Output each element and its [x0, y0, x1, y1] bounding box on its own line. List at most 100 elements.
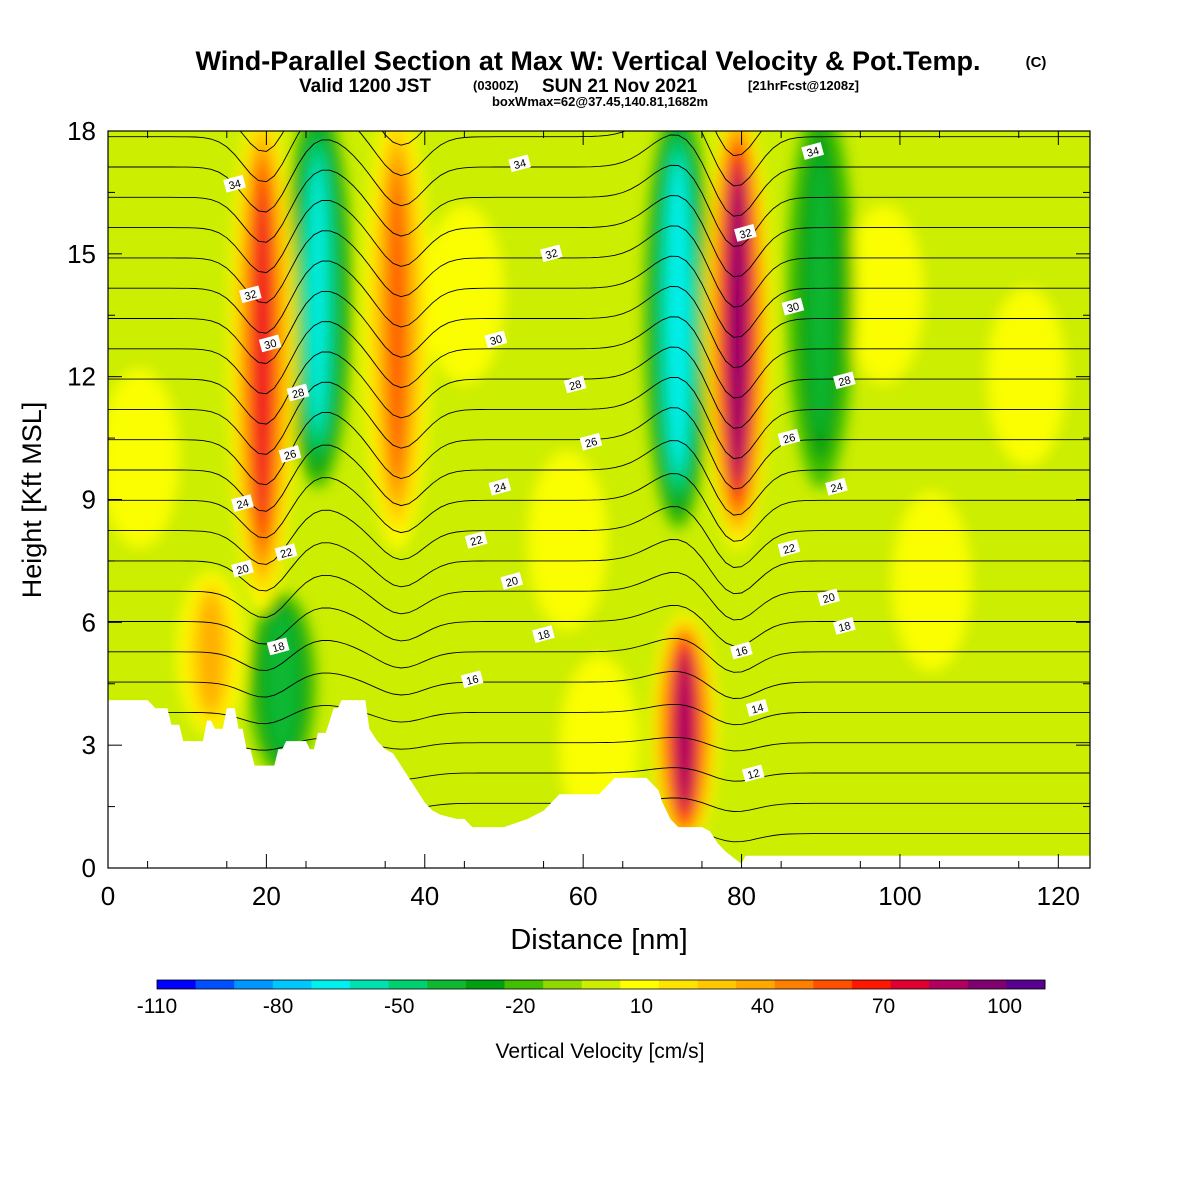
- theta-contour-26: [108, 346, 1090, 429]
- y-tick-label-15: 15: [67, 239, 96, 269]
- contour-label-12: 30: [484, 330, 508, 349]
- contour-label-4: 26: [278, 445, 302, 463]
- theta-contour-33: [108, 134, 1090, 217]
- svg-text:28: 28: [291, 387, 306, 402]
- colorbar-tick-label-2: -50: [384, 995, 414, 1018]
- svg-text:22: 22: [782, 542, 797, 557]
- colorbar-swatch-4: [311, 980, 351, 989]
- theta-contour-15: [108, 703, 1090, 726]
- svg-text:34: 34: [227, 178, 242, 193]
- x-tick-label-0: 0: [101, 881, 115, 911]
- colorbar-swatch-12: [620, 980, 660, 989]
- colorbar-swatch-11: [581, 980, 621, 989]
- colorbar-tick-label-6: 70: [872, 995, 895, 1018]
- svg-text:24: 24: [829, 481, 844, 496]
- contour-label-2: 30: [258, 334, 282, 353]
- svg-text:26: 26: [283, 448, 298, 463]
- y-tick-label-18: 18: [67, 116, 96, 146]
- x-tick-label-100: 100: [878, 881, 921, 911]
- colorbar-tick-label-1: -80: [263, 995, 293, 1018]
- bg-patch-5: [844, 204, 925, 385]
- colorbar-label: Vertical Velocity [cm/s]: [496, 1040, 705, 1063]
- theta-contours: [108, 131, 1090, 868]
- colorbar-swatch-22: [1006, 980, 1046, 989]
- y-tick-label-0: 0: [82, 853, 96, 883]
- contour-label-13: 28: [563, 375, 587, 394]
- svg-text:30: 30: [786, 301, 801, 316]
- svg-text:Valid 1200 JST: Valid 1200 JST: [299, 76, 431, 97]
- theta-contour-20: [108, 539, 1090, 595]
- svg-text:32: 32: [544, 247, 559, 262]
- svg-text:26: 26: [584, 436, 599, 451]
- contour-label-21: 30: [781, 297, 805, 316]
- contour-label-3: 28: [286, 383, 310, 402]
- svg-text:28: 28: [837, 374, 852, 389]
- theta-contour-22: [108, 473, 1090, 542]
- contour-label-15: 24: [488, 477, 512, 496]
- colorbar-tick-label-5: 40: [751, 995, 774, 1018]
- svg-text:18: 18: [271, 640, 286, 655]
- svg-text:32: 32: [738, 227, 753, 242]
- colorbar-swatch-17: [813, 980, 853, 989]
- theta-contour-16: [108, 670, 1090, 699]
- velocity-field: [108, 131, 1067, 849]
- colorbar: -110 -80 -50 -20 10 40 70 100: [137, 979, 1046, 1018]
- theta-contour-30: [108, 225, 1090, 308]
- svg-text:28: 28: [568, 378, 583, 393]
- y-tick-label-12: 12: [67, 362, 96, 392]
- y-axis-label: Height [Kft MSL]: [17, 402, 47, 599]
- x-axis-label: Distance [nm]: [510, 924, 687, 956]
- colorbar-swatch-3: [272, 980, 312, 989]
- colorbar-swatch-19: [890, 980, 930, 989]
- contour-label-20: 32: [734, 224, 757, 242]
- bg-patch-4: [986, 286, 1067, 467]
- contour-label-10: 34: [508, 154, 532, 173]
- svg-text:24: 24: [493, 481, 508, 496]
- theta-contour-23: [108, 440, 1090, 516]
- svg-text:(0300Z): (0300Z): [473, 78, 519, 93]
- contour-label-26: 20: [817, 588, 840, 607]
- colorbar-tick-label-0: -110: [137, 995, 177, 1018]
- contour-label-19: 34: [801, 142, 825, 160]
- colorbar-swatch-0: [157, 980, 197, 989]
- contour-label-1: 32: [239, 285, 262, 304]
- chart-title: Wind-Parallel Section at Max W: Vertical…: [196, 46, 981, 76]
- bg-patch-2: [527, 450, 608, 631]
- bg-patch-1: [424, 204, 505, 385]
- colorbar-swatch-7: [427, 980, 467, 989]
- contour-label-30: 12: [741, 764, 765, 783]
- svg-text:20: 20: [821, 591, 836, 606]
- x-tick-label-60: 60: [569, 881, 598, 911]
- svg-text:30: 30: [489, 333, 504, 348]
- contour-label-24: 24: [825, 477, 848, 496]
- svg-text:26: 26: [782, 432, 797, 447]
- svg-text:[21hrFcst@1208z]: [21hrFcst@1208z]: [748, 78, 859, 93]
- svg-text:20: 20: [505, 575, 520, 590]
- contour-label-25: 22: [777, 539, 801, 557]
- theta-contour-27: [108, 316, 1090, 399]
- y-tick-label-3: 3: [82, 730, 96, 760]
- contour-label-23: 26: [777, 428, 801, 447]
- colorbar-swatch-2: [234, 980, 274, 989]
- svg-text:22: 22: [469, 534, 484, 549]
- downdraft-3-band-3: [809, 152, 833, 437]
- updraft-0-band-8: [258, 190, 267, 523]
- contour-label-22: 28: [833, 371, 856, 390]
- contour-label-14: 26: [579, 432, 603, 451]
- theta-contour-17: [108, 638, 1090, 673]
- chart-subtitle: Valid 1200 JST (0300Z) SUN 21 Nov 2021 […: [299, 76, 859, 97]
- axes: 0 20 40 60 80 100 120 0 3 6 9 12 15 18: [67, 116, 1090, 911]
- svg-text:12: 12: [746, 767, 761, 782]
- contour-label-29: 14: [745, 698, 769, 717]
- y-tick-label-6: 6: [82, 607, 96, 637]
- contour-label-6: 22: [274, 543, 298, 562]
- downdraft-0-band-6: [312, 165, 324, 424]
- contour-label-17: 20: [500, 572, 524, 590]
- colorbar-swatch-5: [350, 980, 390, 989]
- svg-text:18: 18: [837, 620, 852, 635]
- theta-contour-34: [108, 131, 1090, 187]
- theta-contour-35: [239, 131, 763, 157]
- colorbar-swatch-15: [736, 980, 776, 989]
- colorbar-swatch-6: [388, 980, 428, 989]
- plot-area: 3432302826242220181634323028262422201834…: [108, 131, 1090, 868]
